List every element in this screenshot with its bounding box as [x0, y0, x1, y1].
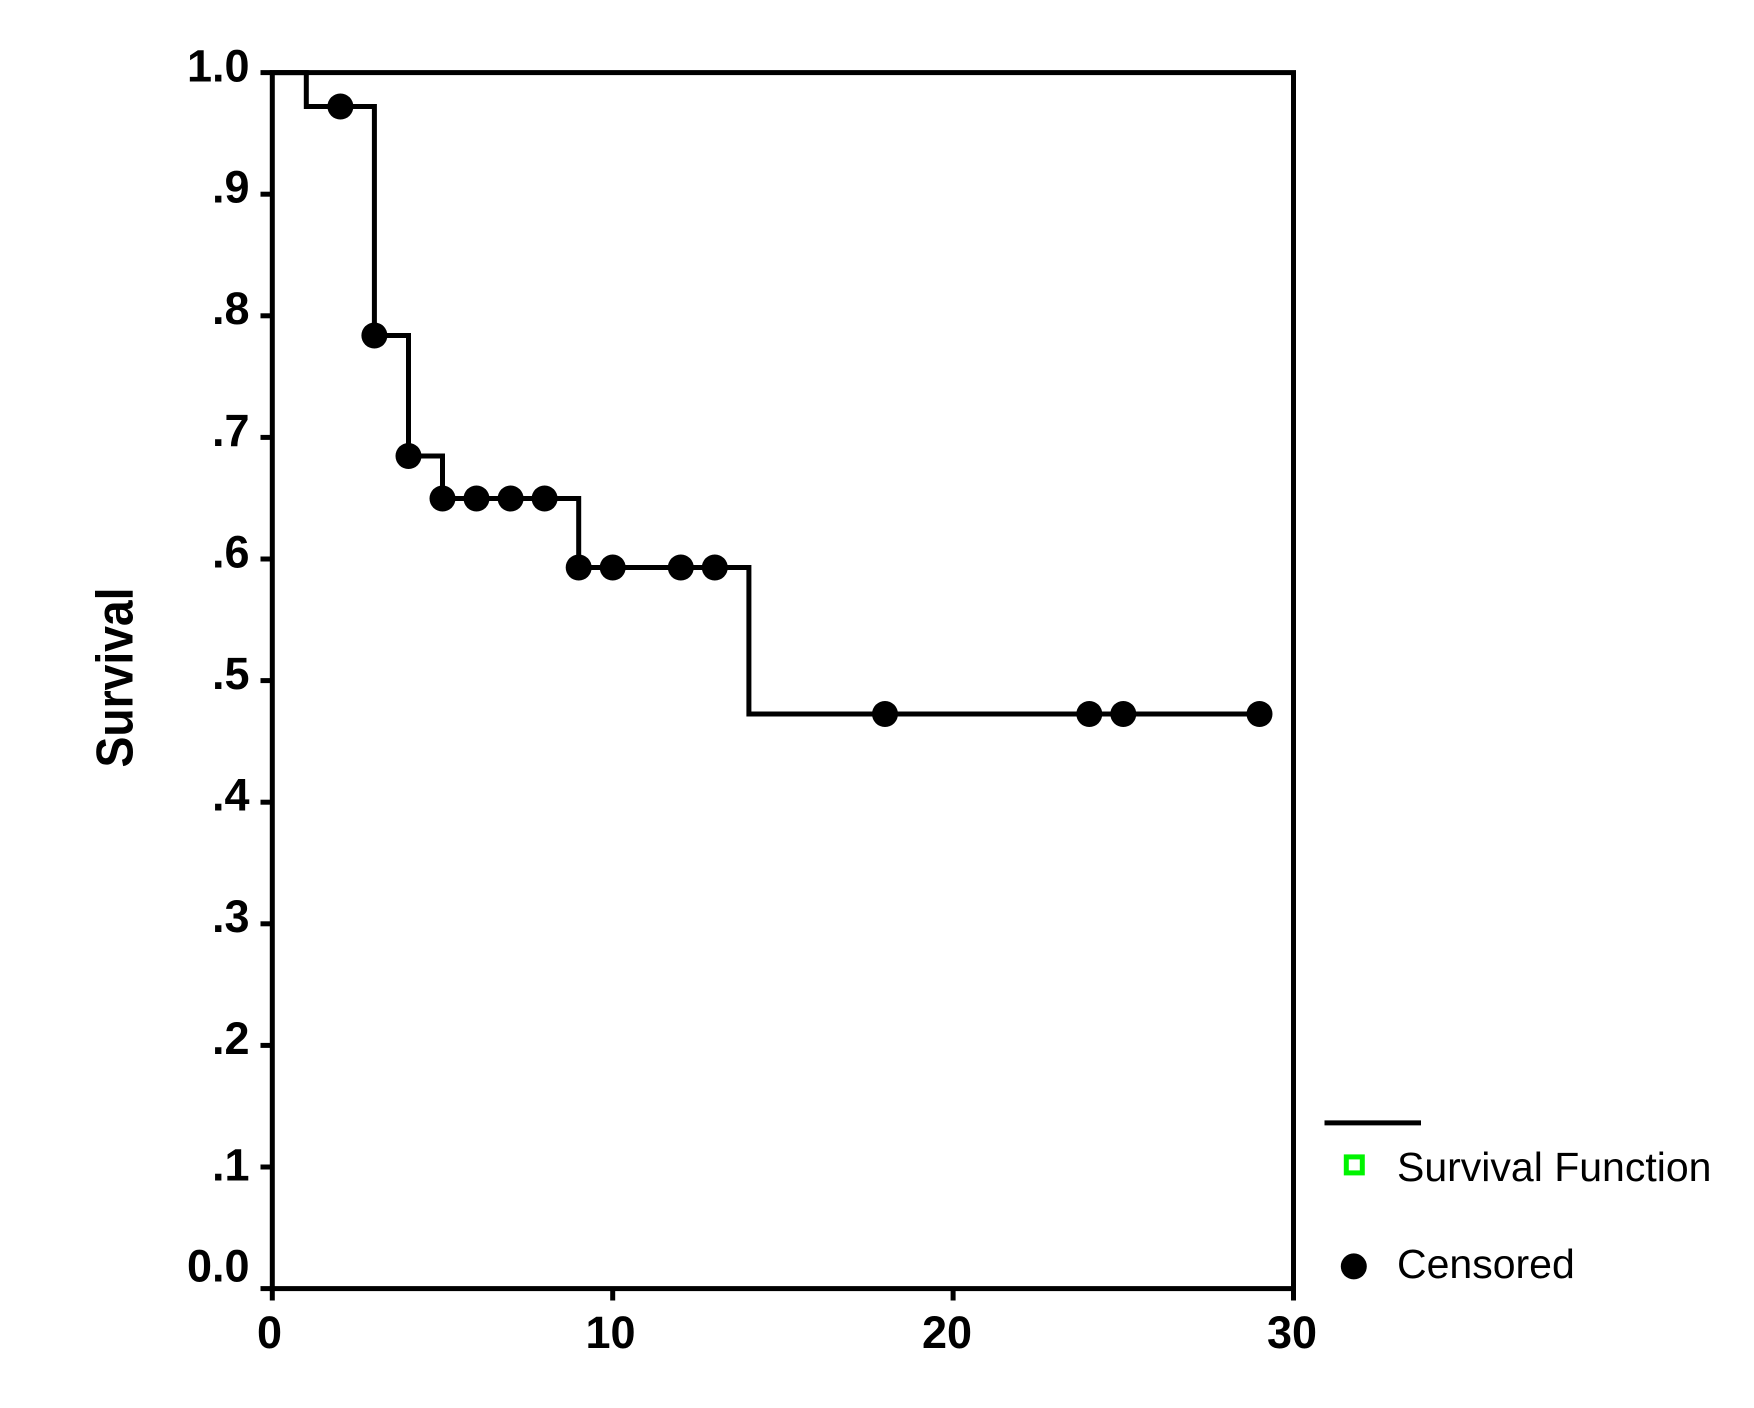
svg-text:1.0: 1.0: [187, 40, 250, 91]
svg-text:.4: .4: [212, 770, 250, 821]
svg-text:20: 20: [922, 1307, 972, 1358]
svg-text:.5: .5: [212, 648, 250, 699]
svg-text:.1: .1: [212, 1139, 250, 1190]
svg-text:.2: .2: [212, 1013, 250, 1064]
svg-text:.7: .7: [212, 405, 250, 456]
svg-text:30: 30: [1267, 1307, 1317, 1358]
svg-text:Censored: Censored: [1397, 1241, 1575, 1287]
svg-text:Survival: Survival: [86, 587, 144, 767]
svg-text:Survival Function: Survival Function: [1397, 1144, 1711, 1190]
svg-text:.9: .9: [212, 162, 250, 213]
svg-text:.3: .3: [212, 891, 250, 942]
svg-text:0.0: 0.0: [187, 1240, 250, 1291]
svg-text:.8: .8: [212, 283, 250, 334]
svg-text:10: 10: [585, 1307, 635, 1358]
svg-text:.6: .6: [212, 526, 250, 577]
svg-text:0: 0: [257, 1307, 282, 1358]
